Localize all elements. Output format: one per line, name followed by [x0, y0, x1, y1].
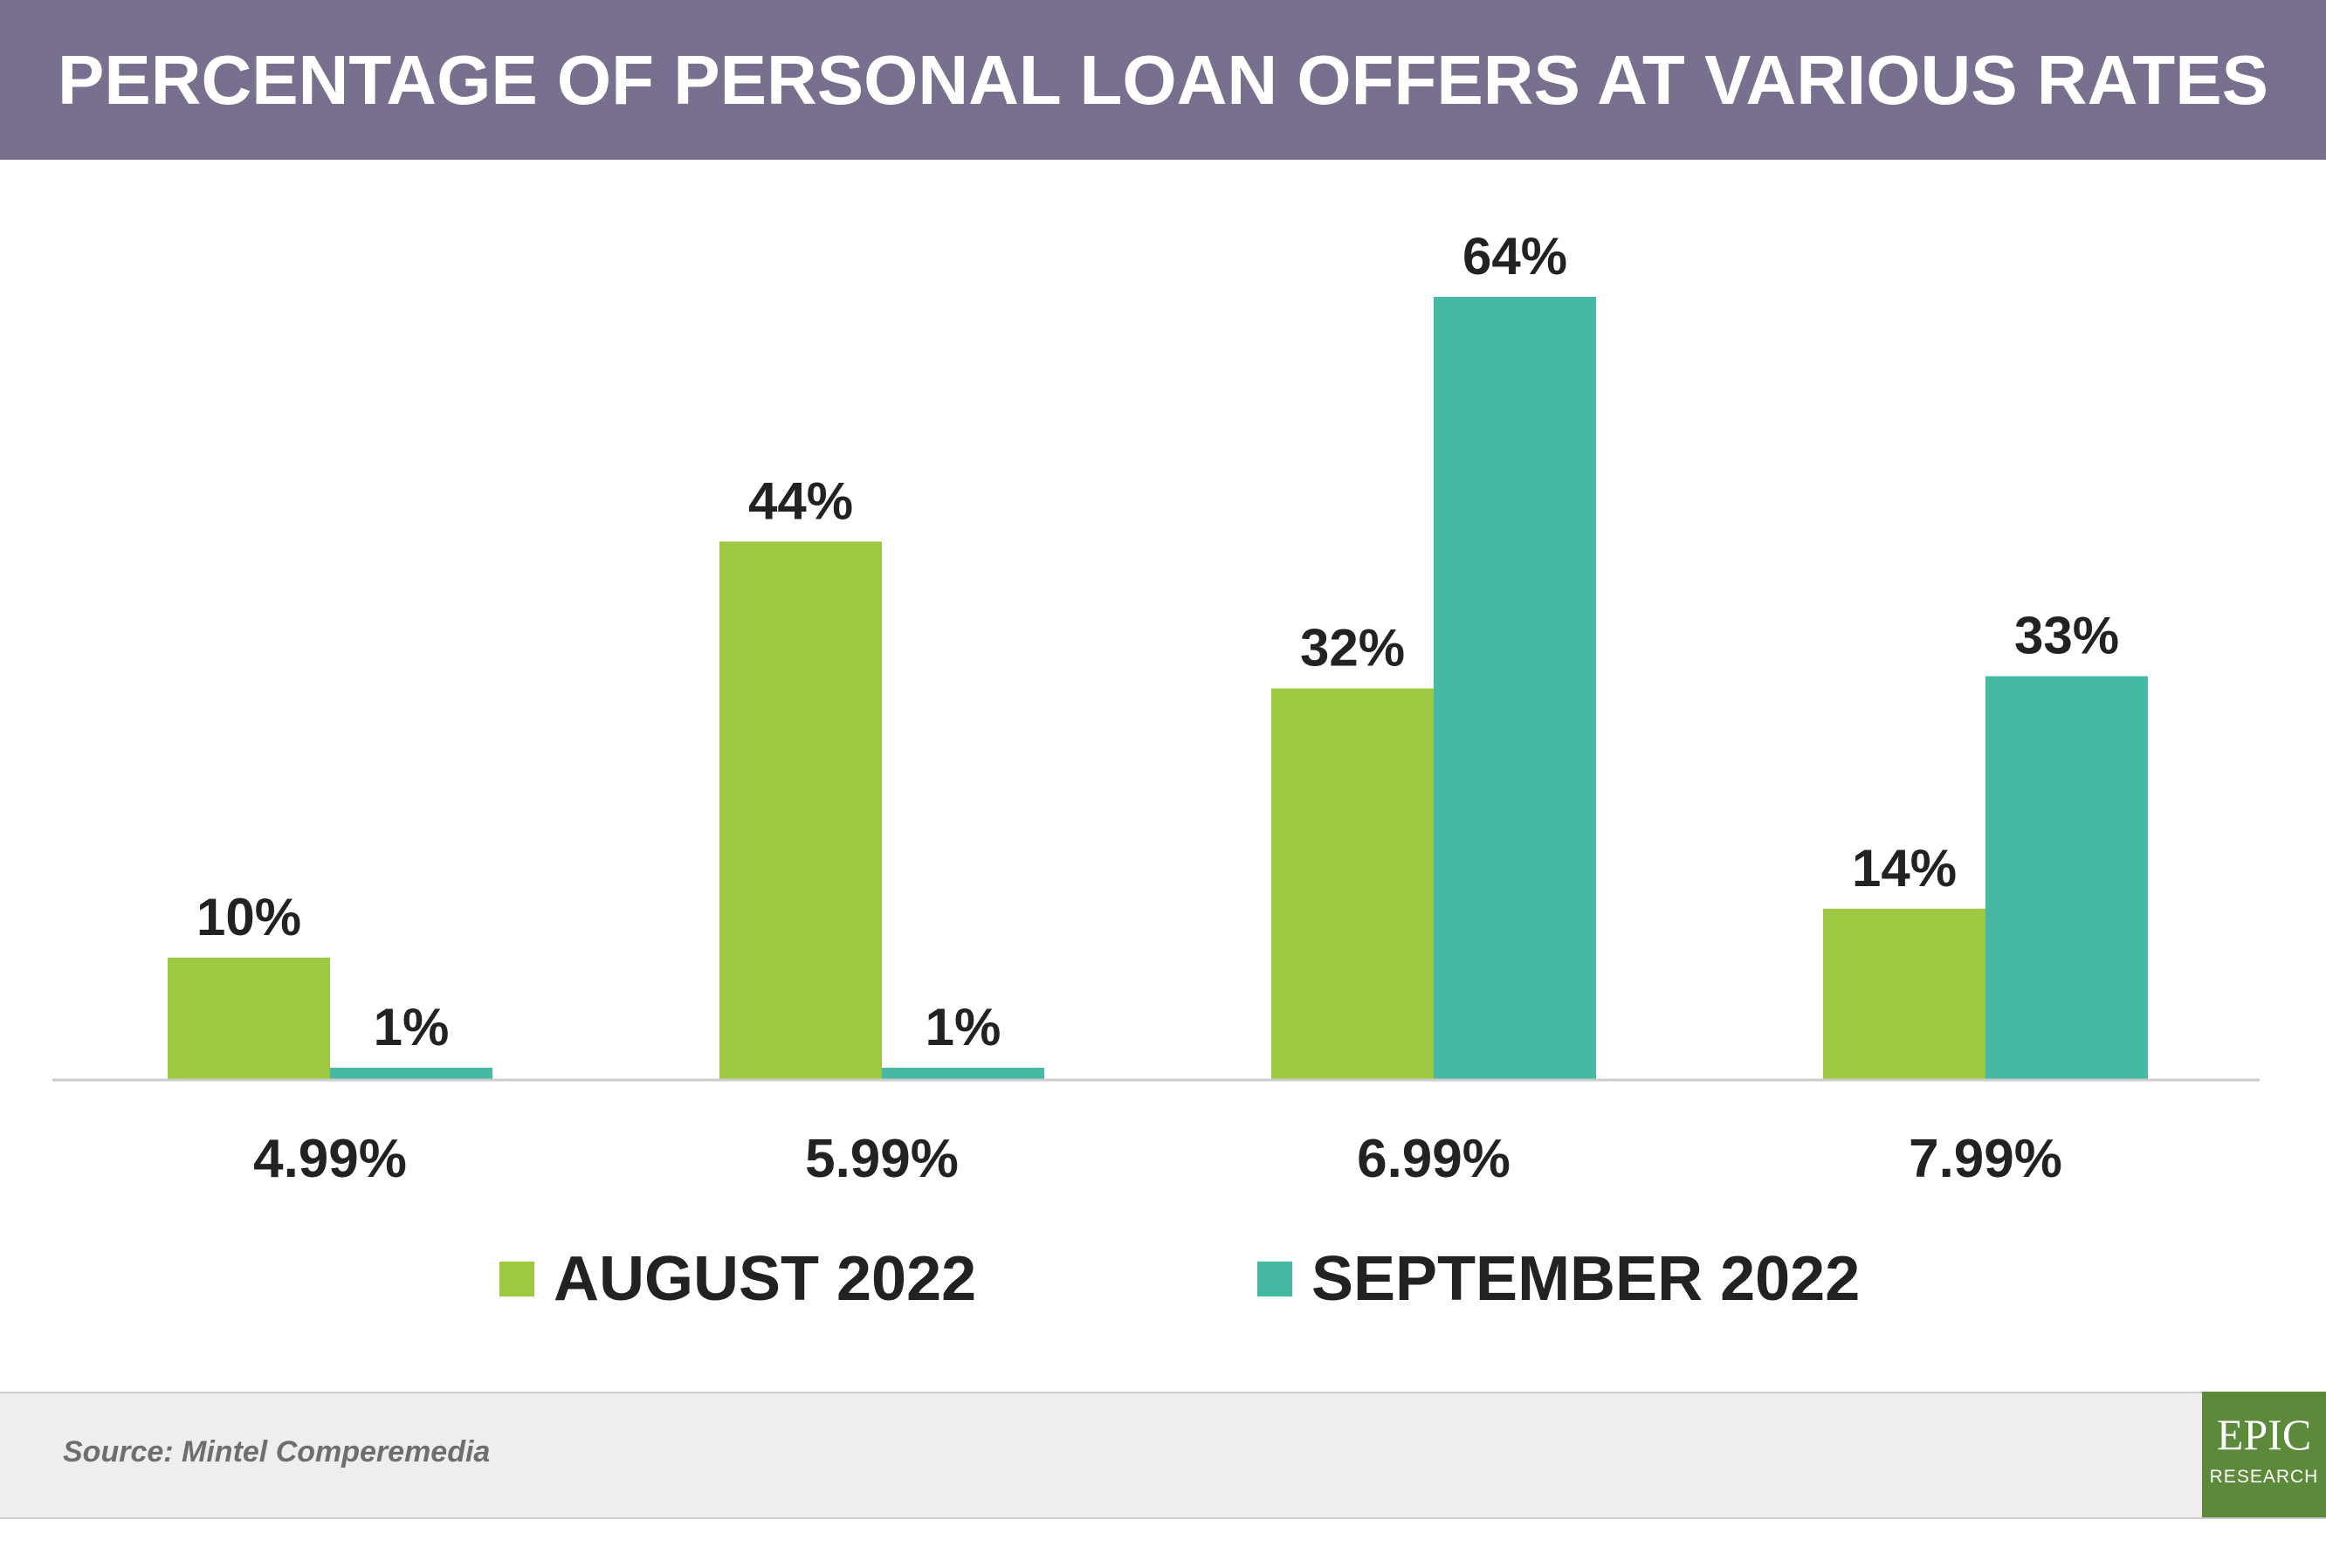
- legend-swatch-august: [499, 1262, 534, 1296]
- logo-sub-text: RESEARCH: [2209, 1467, 2319, 1487]
- epic-research-logo: EPIC RESEARCH: [2202, 1392, 2326, 1517]
- logo-main-text: EPIC: [2216, 1410, 2312, 1459]
- legend: AUGUST 2022 SEPTEMBER 2022: [0, 1240, 2326, 1318]
- bar-august-1: [168, 957, 330, 1080]
- data-label-september-1: 1%: [374, 998, 450, 1056]
- category-label-2: 5.99%: [805, 1129, 959, 1189]
- bar-september-1: [330, 1067, 492, 1080]
- legend-item-september: SEPTEMBER 2022: [1257, 1240, 1860, 1318]
- legend-label-september: SEPTEMBER 2022: [1311, 1244, 1861, 1314]
- footer: Source: Mintel Comperemedia: [0, 1392, 2326, 1519]
- data-label-august-1: 10%: [196, 888, 301, 946]
- data-label-september-4: 33%: [2014, 606, 2119, 664]
- legend-label-august: AUGUST 2022: [554, 1244, 977, 1314]
- title-bar: PERCENTAGE OF PERSONAL LOAN OFFERS AT VA…: [0, 0, 2326, 160]
- chart-title: PERCENTAGE OF PERSONAL LOAN OFFERS AT VA…: [58, 40, 2268, 119]
- data-label-august-4: 14%: [1852, 839, 1957, 897]
- bar-september-2: [882, 1067, 1044, 1080]
- bar-september-3: [1434, 297, 1596, 1080]
- legend-swatch-september: [1257, 1262, 1292, 1296]
- bar-august-4: [1823, 908, 1985, 1080]
- source-note: Source: Mintel Comperemedia: [63, 1435, 491, 1468]
- category-label-4: 7.99%: [1909, 1129, 2062, 1189]
- data-label-september-3: 64%: [1462, 227, 1567, 285]
- bar-august-3: [1271, 688, 1434, 1080]
- category-label-1: 4.99%: [253, 1129, 407, 1189]
- data-label-august-2: 44%: [748, 471, 853, 530]
- legend-item-august: AUGUST 2022: [499, 1240, 976, 1318]
- data-label-september-2: 1%: [926, 998, 1001, 1056]
- category-label-3: 6.99%: [1357, 1129, 1511, 1189]
- bar-chart: 10% 1% 4.99% 44% 1% 5.99% 32% 64% 6.99% 14% 33% 7.9…: [52, 227, 2260, 1189]
- bar-september-4: [1985, 676, 2148, 1080]
- bar-august-2: [719, 541, 882, 1080]
- data-label-august-3: 32%: [1300, 619, 1405, 677]
